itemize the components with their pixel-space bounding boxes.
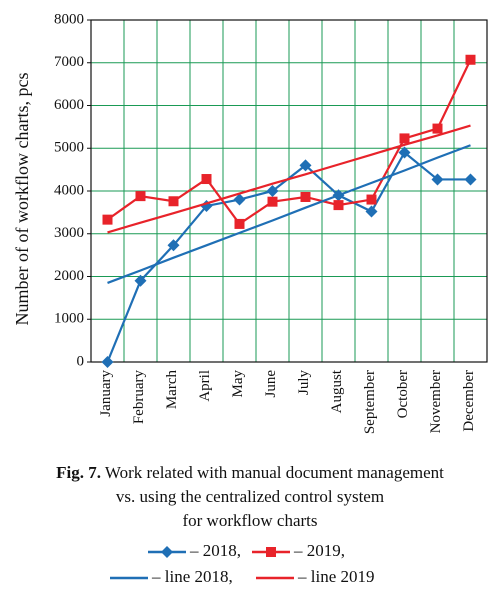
marker: [135, 191, 146, 202]
x-tick-label: July: [296, 370, 312, 396]
y-tick-label: 3000: [54, 225, 84, 241]
marker: [266, 547, 276, 557]
marker: [366, 194, 377, 205]
marker: [464, 173, 477, 186]
marker: [168, 196, 179, 207]
y-tick-label: 6000: [54, 97, 84, 113]
marker: [101, 356, 114, 368]
legend-label: – 2018,: [189, 541, 241, 560]
marker: [333, 200, 344, 211]
marker: [267, 196, 278, 207]
legend-label: – 2019,: [293, 541, 345, 560]
marker: [234, 218, 245, 229]
marker: [432, 123, 443, 134]
marker: [431, 173, 444, 186]
caption: Fig. 7. Work related with manual documen…: [56, 463, 444, 482]
marker: [398, 146, 411, 159]
x-tick-label: December: [461, 370, 477, 432]
marker: [365, 205, 378, 218]
x-tick-label: May: [230, 370, 246, 398]
legend-label: – line 2019: [297, 567, 375, 586]
marker: [300, 191, 311, 202]
legend-label: – line 2018,: [151, 567, 233, 586]
caption-line: vs. using the centralized control system: [116, 487, 384, 506]
marker: [201, 174, 212, 185]
marker: [167, 239, 180, 252]
marker: [102, 214, 113, 225]
x-tick-label: November: [428, 370, 444, 433]
y-tick-label: 8000: [54, 11, 84, 27]
marker: [161, 546, 173, 558]
plot-frame: [90, 19, 488, 363]
x-tick-label: April: [197, 370, 213, 402]
y-tick-label: 7000: [54, 54, 84, 70]
marker: [465, 54, 476, 65]
marker: [399, 133, 410, 144]
x-tick-label: September: [362, 370, 378, 434]
x-tick-label: June: [263, 370, 279, 398]
x-tick-label: August: [329, 369, 345, 413]
x-tick-label: March: [164, 370, 180, 410]
y-tick-label: 2000: [54, 268, 84, 284]
y-tick-label: 0: [77, 353, 85, 369]
marker: [299, 159, 312, 172]
caption-label: Fig. 7.: [56, 463, 101, 482]
y-tick-label: 5000: [54, 140, 84, 156]
y-tick-label: 1000: [54, 311, 84, 327]
data-line: [106, 59, 472, 226]
marker: [233, 193, 246, 206]
y-axis-label: Number of of workflow charts, pcs: [12, 73, 32, 326]
caption-line: Work related with manual document manage…: [105, 463, 444, 482]
x-tick-label: October: [395, 370, 411, 418]
marker: [134, 274, 147, 287]
caption-line: for workflow charts: [182, 511, 317, 530]
x-tick-label: January: [98, 370, 114, 417]
trend-line: [107, 124, 471, 234]
x-tick-label: February: [131, 370, 147, 425]
marker: [266, 185, 279, 197]
trend-line: [107, 144, 471, 284]
y-tick-label: 4000: [54, 182, 84, 198]
